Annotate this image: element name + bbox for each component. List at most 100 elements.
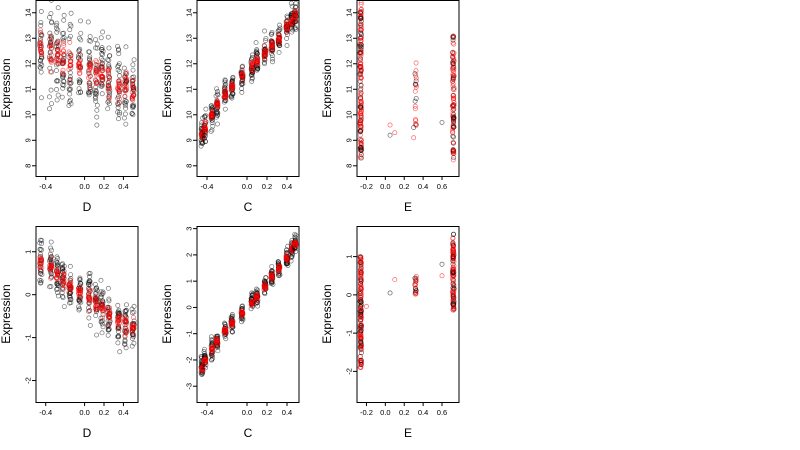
data-point [215,100,221,105]
data-point [105,80,111,86]
data-point [123,325,129,331]
data-point [254,58,260,64]
data-point [284,20,289,26]
data-point [48,59,54,65]
data-point [37,49,43,54]
data-point [450,277,456,283]
data-point [38,49,44,55]
data-point [55,48,61,54]
data-point [60,36,66,41]
data-point [61,40,67,46]
data-point [253,295,259,301]
data-point [78,30,84,36]
data-point [54,20,60,26]
data-point [229,83,235,88]
plot-frame [356,226,460,403]
data-point [106,313,112,319]
data-point [451,95,457,101]
data-point [47,30,53,36]
data-point [76,71,82,77]
x-tick-label: 0.6 [437,182,447,191]
data-point [359,6,364,12]
data-point [48,87,54,93]
data-point [105,332,111,338]
y-tick-label: -2 [24,377,33,384]
data-point [61,263,67,269]
x-tick-label: 0.0 [380,408,390,417]
data-point [116,326,122,332]
plot-frame [35,0,139,177]
data-point [94,91,99,97]
data-point [450,34,456,39]
data-point [116,315,121,321]
y-tick-label: 11 [24,85,33,93]
data-point [47,56,52,62]
data-point [76,86,82,92]
data-point [77,51,83,57]
data-point [450,231,456,237]
data-point [392,130,398,136]
data-point [357,55,363,61]
data-point [215,89,220,94]
data-point [249,290,255,296]
data-point [357,9,363,15]
data-point [451,304,457,310]
data-point [357,271,363,277]
data-point [77,299,83,305]
data-point [117,310,123,316]
data-point [68,62,74,68]
data-point [49,247,54,253]
chart-panel-3: -0.2 0.0 0.2 0.4 0.6 8 9 10 11 12 13 14 E Expression [320,0,460,214]
data-point [115,43,120,49]
data-point [450,235,456,241]
y-axis-label: Expression [160,58,174,117]
data-point [98,319,104,324]
data-point [357,21,363,27]
data-point [357,155,363,161]
data-point [121,341,127,347]
data-point [239,89,245,95]
data-point [222,326,228,331]
y-tick-label: 14 [185,9,194,17]
data-point [88,63,94,69]
data-point [413,68,419,74]
data-point [93,286,99,292]
data-point [99,47,105,52]
data-point [357,259,363,265]
data-point [86,315,92,321]
data-point [411,135,417,141]
data-point [106,101,112,107]
data-point [93,80,99,86]
data-point [47,33,53,39]
data-point [277,38,283,44]
data-point [48,264,54,270]
data-point [47,106,52,112]
data-point [105,34,111,40]
data-point [450,130,456,135]
data-point [450,270,456,276]
data-point [268,44,274,50]
data-point [48,284,54,289]
data-point [129,325,135,331]
data-point [60,70,66,76]
data-point [76,60,82,66]
data-point [358,314,364,320]
data-point [87,54,93,60]
data-point [357,282,363,288]
data-point [55,47,60,53]
data-point [37,58,43,64]
data-point [87,34,93,39]
data-point [201,349,207,354]
data-point [48,268,54,273]
data-point [358,30,363,35]
data-point [122,342,128,347]
data-point [116,96,122,102]
data-point [450,40,456,46]
data-point [55,40,61,46]
data-point [115,86,121,92]
data-point [54,97,60,103]
data-point [59,94,65,100]
data-point [123,121,129,127]
data-point [229,82,235,88]
data-point [199,372,205,377]
